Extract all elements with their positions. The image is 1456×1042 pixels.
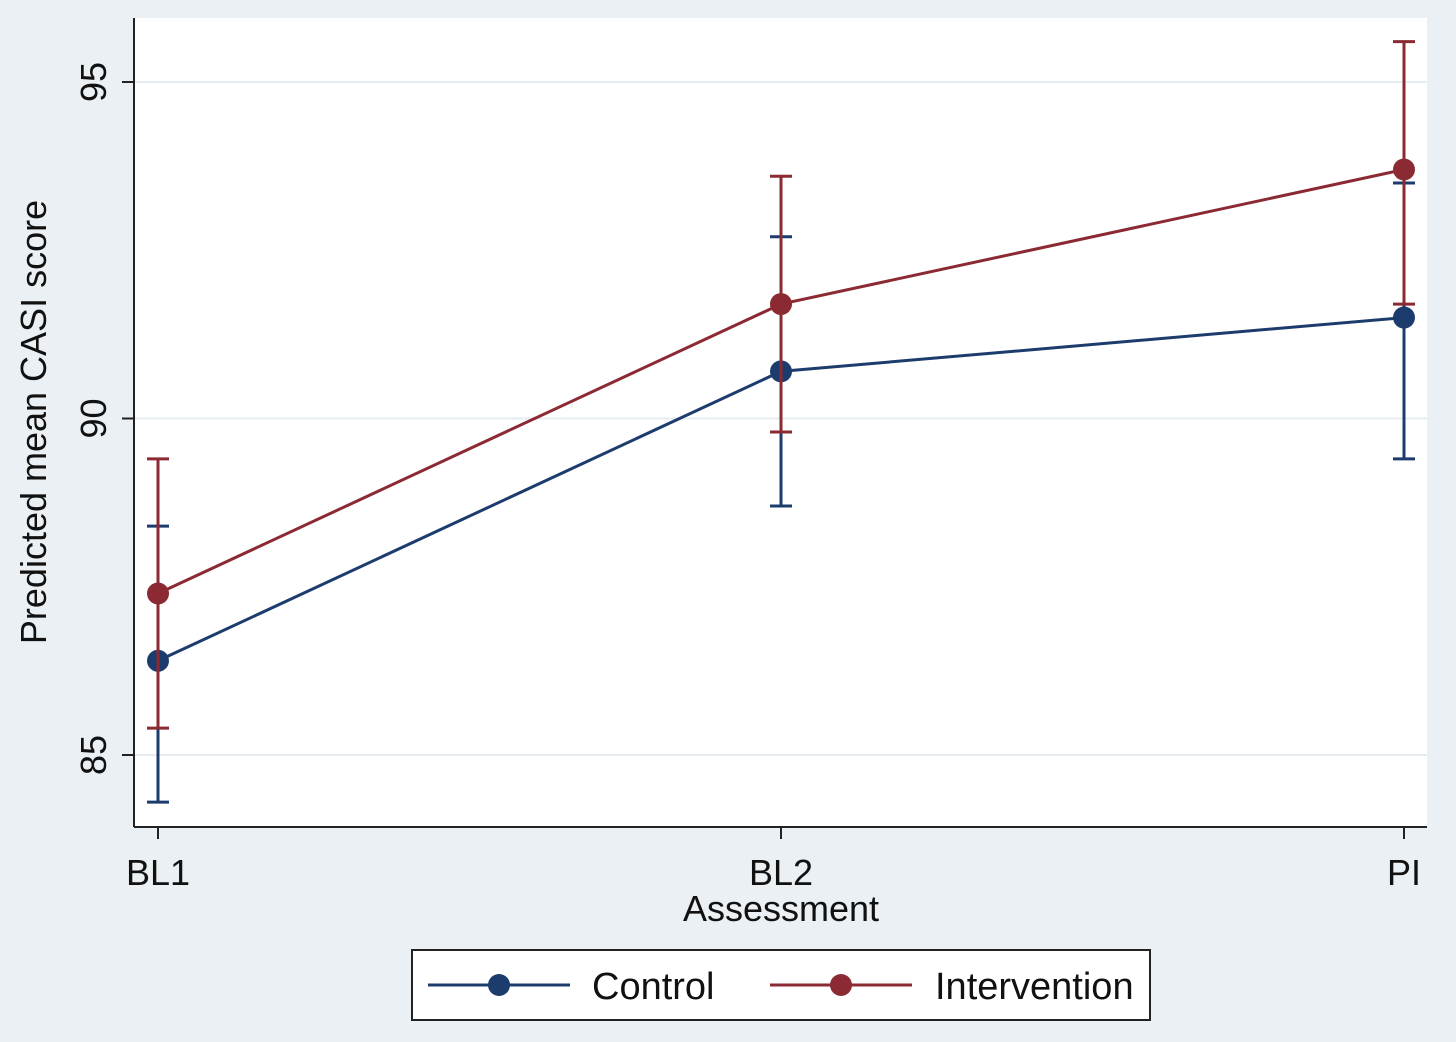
series-intervention [147, 40, 1415, 730]
series [147, 40, 1415, 804]
x-tick-label: BL1 [126, 852, 190, 893]
legend-label-intervention: Intervention [935, 966, 1134, 1008]
legend: Control Intervention [411, 949, 1151, 1021]
data-point-intervention [770, 293, 792, 316]
x-tick-label: BL2 [749, 852, 813, 893]
data-point-intervention [147, 582, 169, 605]
x-tick-label: PI [1387, 852, 1421, 893]
x-ticks: BL1 BL2 PI [126, 827, 1421, 893]
y-tick-label: 95 [73, 62, 114, 102]
data-point-intervention [1393, 158, 1415, 181]
legend-marker-control [488, 974, 510, 996]
y-ticks: 85 90 95 [73, 62, 134, 775]
y-tick-label: 90 [73, 398, 114, 438]
y-tick-label: 85 [73, 735, 114, 775]
legend-marker-intervention [830, 974, 852, 996]
y-axis-title: Predicted mean CASI score [13, 200, 54, 644]
x-axis-title: Assessment [683, 888, 879, 929]
legend-label-control: Control [592, 966, 715, 1008]
data-point-control [1393, 306, 1415, 329]
